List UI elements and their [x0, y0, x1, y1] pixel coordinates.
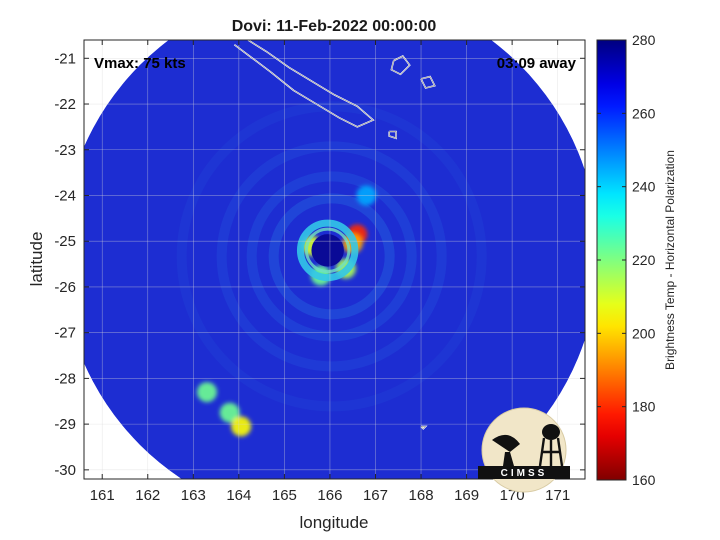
colorbar-tick-label: 200: [632, 325, 656, 341]
coastline-shadow: [420, 76, 436, 89]
y-tick-label: -22: [54, 96, 76, 113]
storm-eye: [296, 219, 359, 282]
x-tick-label: 163: [181, 487, 206, 504]
cimss-logo: CIMSS: [478, 407, 570, 493]
x-axis-label: longitude: [299, 513, 368, 532]
colorbar-tick-labels: 160 180 200 220 240 260 280: [632, 32, 656, 488]
logo-text: CIMSS: [501, 468, 548, 479]
y-tick-label: -26: [54, 279, 76, 296]
grid-lines: [84, 40, 585, 479]
plot-area: 161 162 163 164 165 166 167 168 169 170 171 -21-22…: [54, 39, 586, 504]
colorbar-tick-label: 260: [632, 105, 656, 121]
y-tick-label: -30: [54, 462, 76, 479]
x-tick-label: 171: [545, 487, 570, 504]
logo-tower-tank-icon: [542, 424, 560, 440]
colorbar-tick-label: 240: [632, 179, 656, 195]
x-tick-label: 161: [90, 487, 115, 504]
y-tick-label: -29: [54, 416, 76, 433]
spiral-band: [246, 171, 417, 342]
colorbar-ticks: [597, 39, 626, 481]
y-tick-label: -21: [54, 50, 76, 67]
y-tick-marks: [84, 57, 585, 471]
colorbar-tick-label: 280: [632, 32, 656, 48]
x-tick-label: 166: [317, 487, 342, 504]
x-tick-labels: 161 162 163 164 165 166 167 168 169 170 171: [90, 487, 570, 504]
y-tick-label: -24: [54, 187, 76, 204]
spiral-band: [268, 193, 395, 320]
colorbar-label: Brightness Temp - Horizontal Polarizatio…: [663, 150, 677, 370]
colorbar-tick-label: 160: [632, 472, 656, 488]
logo-dish-icon: [492, 434, 520, 466]
eyewall-inner: [304, 227, 351, 274]
y-tick-label: -25: [54, 233, 76, 250]
plot-frame: [83, 39, 586, 480]
y-tick-labels: -21 -22 -23 -24 -25 -26 -27 -28 -29 -30: [54, 50, 76, 479]
y-axis-label: latitude: [27, 232, 46, 287]
brightness-feature: [219, 402, 240, 423]
brightness-feature: [196, 382, 217, 403]
logo-tower-legs-icon: [538, 437, 564, 467]
chart-title: Dovi: 11-Feb-2022 00:00:00: [232, 18, 437, 35]
eye-center: [311, 234, 344, 267]
time-offset-annotation: 03:09 away: [497, 55, 577, 72]
brightness-feature: [231, 416, 252, 437]
x-tick-label: 167: [363, 487, 388, 504]
y-tick-label: -28: [54, 370, 76, 387]
x-tick-label: 168: [409, 487, 434, 504]
coastlines: [233, 40, 436, 430]
x-tick-label: 164: [226, 487, 251, 504]
logo-building-icon: [478, 466, 570, 479]
eyewall-ring: [296, 219, 359, 282]
y-tick-label: -27: [54, 325, 76, 342]
x-tick-label: 169: [454, 487, 479, 504]
colorbar-gradient: [596, 39, 627, 481]
x-tick-label: 165: [272, 487, 297, 504]
colorbar-tick-label: 180: [632, 399, 656, 415]
spiral-band: [176, 101, 487, 412]
spiral-band: [216, 141, 447, 372]
x-tick-label: 162: [135, 487, 160, 504]
colorbar-tick-label: 220: [632, 252, 656, 268]
vmax-annotation: Vmax: 75 kts: [94, 55, 186, 72]
coastline-shadow: [388, 131, 397, 139]
coastline-shadow: [391, 55, 411, 75]
colorbar: 160 180 200 220 240 260 280 Brightness Temp - …: [596, 32, 677, 488]
logo-disc: [481, 407, 567, 493]
coastline-shadow: [420, 426, 427, 430]
coastline-shadow: [234, 40, 374, 128]
y-tick-label: -23: [54, 142, 76, 159]
